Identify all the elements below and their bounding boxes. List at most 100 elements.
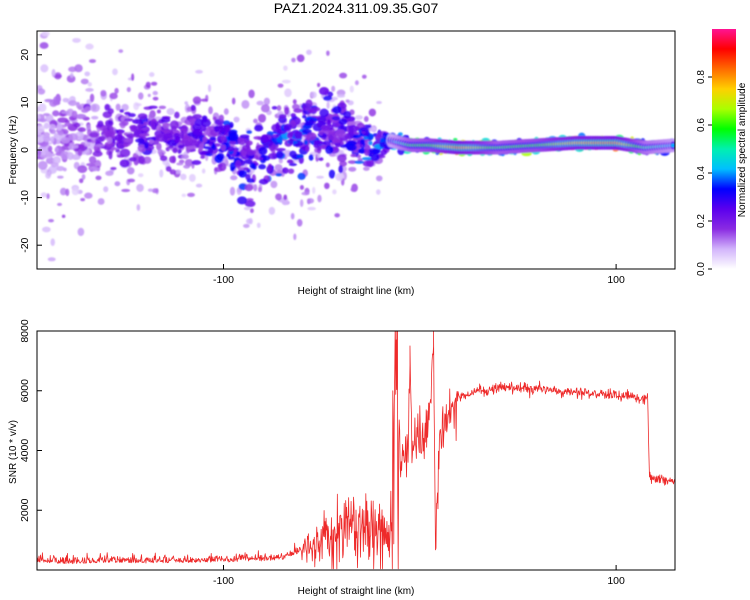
- spectrogram-cell: [332, 105, 342, 114]
- spectrogram-cell: [128, 157, 137, 162]
- spectrogram-cell: [334, 213, 340, 218]
- spectrogram-cell: [94, 144, 105, 148]
- spectrogram-cell: [68, 66, 77, 73]
- spectrogram-cell: [302, 114, 307, 119]
- spectrogram-cell: [77, 149, 83, 157]
- spectrogram-cell: [40, 192, 47, 198]
- spectrogram-y-tick-label: -10: [19, 190, 31, 205]
- spectrogram-cell: [370, 153, 380, 162]
- spectrogram-cell: [42, 226, 51, 233]
- spectrogram-cell: [157, 148, 163, 155]
- spectrogram-cell: [121, 120, 129, 126]
- spectrogram-cell: [376, 133, 381, 143]
- spectrogram-cell: [256, 222, 261, 228]
- spectrogram-y-tick-label: 20: [19, 49, 31, 61]
- spectrogram-cell: [80, 197, 86, 202]
- spectrogram-cell: [138, 173, 144, 178]
- spectrogram-cell: [152, 96, 159, 101]
- spectrogram-cell: [350, 153, 357, 158]
- spectrogram-cell: [104, 141, 114, 147]
- spectrogram-cell: [126, 167, 135, 175]
- spectrogram-cell: [233, 116, 240, 123]
- spectrogram-cell: [346, 140, 357, 146]
- spectrogram-cell: [246, 218, 252, 224]
- spectrogram-cell: [85, 43, 94, 50]
- spectrogram-cell: [670, 143, 675, 148]
- spectrogram-cell: [79, 178, 84, 184]
- spectrogram-cell: [230, 166, 235, 172]
- spectrogram-x-axis-label: Height of straight line (km): [298, 286, 415, 297]
- spectrogram-cell: [47, 257, 56, 262]
- spectrogram-cell: [59, 187, 67, 196]
- spectrogram-cell: [105, 170, 114, 176]
- spectrogram-cell: [43, 122, 50, 129]
- spectrogram-cell: [74, 144, 79, 149]
- spectrogram-cell: [119, 144, 125, 148]
- spectrogram-cell: [75, 113, 87, 120]
- spectrogram-cell: [267, 163, 273, 172]
- colorbar-label: Normalized spectral amplitude: [737, 82, 748, 217]
- spectrogram-cell: [308, 154, 314, 161]
- spectrogram-cell: [235, 159, 242, 169]
- spectrogram-cell: [181, 193, 187, 198]
- spectrogram-cell: [180, 173, 187, 181]
- spectrogram-cell: [39, 42, 49, 49]
- snr-y-axis-label: SNR (10 * v/v): [8, 420, 19, 484]
- spectrogram-cell: [160, 155, 168, 162]
- spectrogram-cell: [313, 142, 319, 149]
- spectrogram-cell: [354, 115, 363, 120]
- spectrogram-cell: [162, 129, 172, 134]
- spectrogram-cell: [268, 206, 276, 215]
- spectrogram-cell: [200, 155, 206, 159]
- spectrogram-cell: [278, 113, 287, 119]
- spectrogram-cell: [148, 105, 158, 109]
- spectrogram-cell: [38, 103, 47, 112]
- spectrogram-cell: [43, 113, 50, 117]
- spectrogram-cell: [55, 166, 65, 172]
- spectrogram-cell: [230, 175, 238, 181]
- spectrogram-cell: [217, 163, 223, 168]
- spectrogram-cell: [363, 136, 368, 140]
- spectrogram-cell: [63, 143, 70, 147]
- spectrogram-cell: [338, 165, 344, 174]
- spectrogram-cell: [89, 93, 95, 103]
- spectrogram-cell: [293, 108, 303, 113]
- spectrogram-cell: [376, 189, 381, 195]
- spectrogram-cell: [307, 206, 316, 211]
- spectrogram-cell: [320, 124, 331, 131]
- spectrogram-cell: [245, 140, 253, 146]
- spectrogram-cell: [90, 103, 100, 113]
- spectrogram-heatmap: [37, 31, 675, 262]
- snr-x-tick-label: -100: [213, 575, 234, 587]
- spectrogram-cell: [149, 72, 155, 77]
- spectrogram-cell: [78, 143, 85, 149]
- spectrogram-cell: [145, 137, 157, 141]
- spectrogram-cell: [95, 175, 102, 181]
- spectrogram-cell: [256, 100, 264, 106]
- spectrogram-cell: [253, 118, 258, 124]
- spectrogram-cell: [246, 130, 253, 134]
- spectrogram-cell: [312, 186, 316, 194]
- spectrogram-cell: [275, 150, 284, 159]
- spectrogram-cell: [89, 167, 101, 172]
- spectrogram-cell: [60, 150, 70, 160]
- spectrogram-cell: [192, 96, 202, 105]
- spectrogram-cell: [258, 164, 266, 170]
- spectrogram-cell: [88, 156, 97, 164]
- spectrogram-cell: [110, 166, 117, 171]
- spectrogram-cell: [60, 137, 71, 144]
- spectrogram-cell: [310, 106, 321, 112]
- spectrogram-cell: [375, 175, 383, 182]
- spectrogram-cell: [77, 127, 86, 133]
- spectrogram-cell: [246, 178, 255, 183]
- spectrogram-cell: [169, 120, 179, 130]
- spectrogram-cell: [294, 131, 303, 140]
- spectrogram-cell: [132, 119, 143, 125]
- spectrogram-cell: [328, 169, 336, 179]
- spectrogram-cell: [172, 147, 178, 154]
- spectrogram-cell: [121, 188, 131, 193]
- spectrogram-cell: [77, 165, 88, 174]
- spectrogram-cell: [98, 135, 106, 141]
- spectrogram-x-tick-label: -100: [213, 274, 234, 286]
